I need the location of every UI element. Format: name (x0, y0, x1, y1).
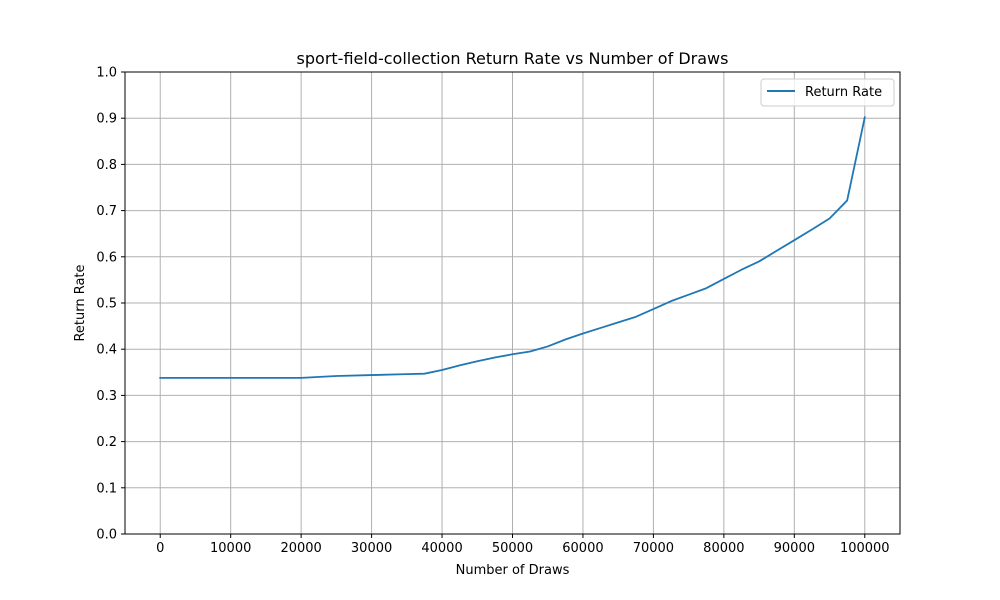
x-tick-label: 80000 (703, 541, 744, 556)
y-tick-label: 0.7 (96, 204, 117, 219)
legend-label: Return Rate (805, 85, 882, 100)
x-tick-label: 40000 (421, 541, 462, 556)
x-tick-label: 50000 (492, 541, 533, 556)
y-tick-label: 0.4 (96, 343, 117, 358)
x-tick-label: 60000 (562, 541, 603, 556)
series-line-return-rate (159, 116, 866, 379)
y-axis: 0.0 0.1 0.2 0.3 0.4 0.5 0.6 0.7 0.8 0.9 1.0 (96, 66, 125, 543)
x-tick-label: 20000 (280, 541, 321, 556)
y-tick-label: 1.0 (96, 66, 117, 81)
y-tick-label: 0.1 (96, 481, 117, 496)
x-tick-label: 70000 (633, 541, 674, 556)
x-axis-title: Number of Draws (456, 563, 570, 578)
x-tick-label: 90000 (774, 541, 815, 556)
series-layer (159, 116, 866, 379)
legend: Return Rate (760, 78, 895, 107)
y-tick-label: 0.8 (96, 158, 117, 173)
y-tick-label: 0.3 (96, 389, 117, 404)
x-tick-label: 10000 (210, 541, 251, 556)
y-tick-label: 0.6 (96, 250, 117, 265)
x-axis: 0 10000 20000 30000 40000 50000 60000 70000 8000… (156, 534, 890, 556)
y-tick-label: 0.5 (96, 297, 117, 312)
y-tick-label: 0.0 (96, 528, 117, 543)
x-tick-label: 30000 (351, 541, 392, 556)
x-tick-label: 0 (156, 541, 164, 556)
chart-title: sport-field-collection Return Rate vs Nu… (297, 49, 729, 68)
y-tick-label: 0.9 (96, 112, 117, 127)
y-tick-label: 0.2 (96, 435, 117, 450)
legend-box (760, 78, 895, 107)
y-axis-title: Return Rate (73, 264, 88, 341)
x-tick-label: 100000 (840, 541, 890, 556)
